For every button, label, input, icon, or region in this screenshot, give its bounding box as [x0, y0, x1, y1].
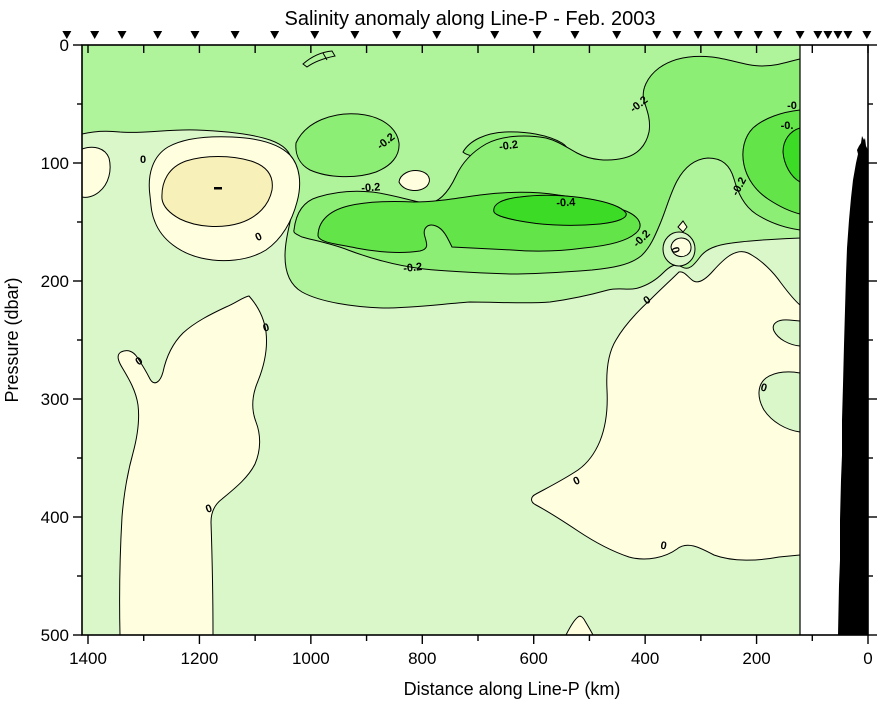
contour-label: 0: [571, 475, 582, 488]
station-triangle-icon: [733, 31, 743, 39]
station-triangle-icon: [90, 31, 100, 39]
contour-label: 0: [668, 246, 681, 255]
contour-label: 0: [204, 502, 214, 515]
contour-label: 0: [133, 355, 145, 368]
axis-ticks: [73, 44, 877, 644]
contour-label: 0: [253, 231, 264, 244]
pos-column-deep: [117, 295, 267, 635]
station-triangle-icon: [117, 31, 127, 39]
band-blob-upper-middle: [295, 113, 400, 178]
contour-label: 0: [140, 154, 146, 166]
band-core-coastal: [742, 109, 800, 215]
station-triangle-icon: [392, 31, 402, 39]
pos-region-deep-right: [531, 251, 800, 561]
pos-pocket-bottom: [565, 615, 594, 635]
station-triangle-icon: [795, 31, 805, 39]
station-triangle-icon: [813, 31, 823, 39]
contour-label: -0.2: [403, 261, 423, 275]
x-axis-title: Distance along Line-P (km): [404, 679, 621, 699]
x-tick-label: 600: [520, 649, 548, 668]
station-triangle-icon: [350, 31, 360, 39]
y-tick-labels: 0 100 200 300 400 500: [41, 36, 69, 645]
station-triangle-icon: [862, 31, 872, 39]
contour-label: 0: [262, 322, 271, 335]
y-tick-label: 100: [41, 154, 69, 173]
surface-contour-fragment: [302, 50, 336, 68]
contour-label: -0.4: [556, 196, 576, 209]
contour-label: 0: [641, 294, 653, 307]
station-triangle-icon: [230, 31, 240, 39]
pos-pocket-oval: [398, 170, 430, 191]
station-triangle-icon: [713, 31, 723, 39]
x-tick-label: 200: [742, 649, 770, 668]
tiny-diamond-contour: [677, 220, 688, 233]
y-tick-label: 300: [41, 390, 69, 409]
station-triangle-icon: [270, 31, 280, 39]
station-triangle-icon: [153, 31, 163, 39]
x-tick-label: 0: [863, 649, 872, 668]
contour-label: -0.2: [498, 139, 518, 154]
x-tick-label: 400: [631, 649, 659, 668]
station-triangle-icon: [823, 31, 833, 39]
y-tick-label: 500: [41, 626, 69, 645]
station-triangle-icon: [652, 31, 662, 39]
station-triangle-icon: [490, 31, 500, 39]
station-triangle-icon: [612, 31, 622, 39]
pos-blob-left-edge: [82, 146, 111, 198]
station-triangle-icon: [432, 31, 442, 39]
bathymetry-silhouette: [838, 136, 868, 635]
station-triangle-icon: [693, 31, 703, 39]
station-triangle-icon: [190, 31, 200, 39]
station-triangle-icon: [773, 31, 783, 39]
contour-bands: -0.2 -0.2-0.2-0.4-0.2-0.2-0.2-0.2-0-0.000…: [82, 45, 800, 635]
pos-core-100dbar: [161, 156, 273, 227]
y-tick-label: 200: [41, 272, 69, 291]
y-axis-title: Pressure (dbar): [2, 277, 22, 402]
band-min-central: [493, 194, 627, 226]
x-tick-label: 1000: [292, 649, 330, 668]
station-triangle-icon: [532, 31, 542, 39]
x-tick-labels: 1400 1200 1000 800 600 400 200 0: [69, 649, 873, 668]
band-min-coastal: [782, 127, 800, 183]
x-tick-label: 1400: [69, 649, 107, 668]
y-tick-label: 400: [41, 508, 69, 527]
contour-label: -0.2: [361, 181, 381, 194]
contour-label: -0.: [781, 120, 794, 132]
contour-label: -0: [787, 100, 797, 112]
y-tick-label: 0: [60, 36, 69, 55]
station-triangle-icon: [62, 31, 72, 39]
station-markers: [62, 31, 872, 39]
station-triangle-icon: [753, 31, 763, 39]
x-tick-label: 1200: [181, 649, 219, 668]
station-triangle-icon: [310, 31, 320, 39]
x-tick-label: 800: [408, 649, 436, 668]
contour-label: 0: [759, 382, 768, 395]
figure-title: Salinity anomaly along Line-P - Feb. 200…: [285, 8, 656, 30]
inner-contour-dash: [214, 187, 222, 190]
station-triangle-icon: [833, 31, 843, 39]
station-triangle-icon: [843, 31, 853, 39]
pos-pocket-small: [670, 237, 692, 258]
station-triangle-icon: [570, 31, 580, 39]
contour-label: 0: [659, 540, 667, 553]
station-triangle-icon: [672, 31, 682, 39]
